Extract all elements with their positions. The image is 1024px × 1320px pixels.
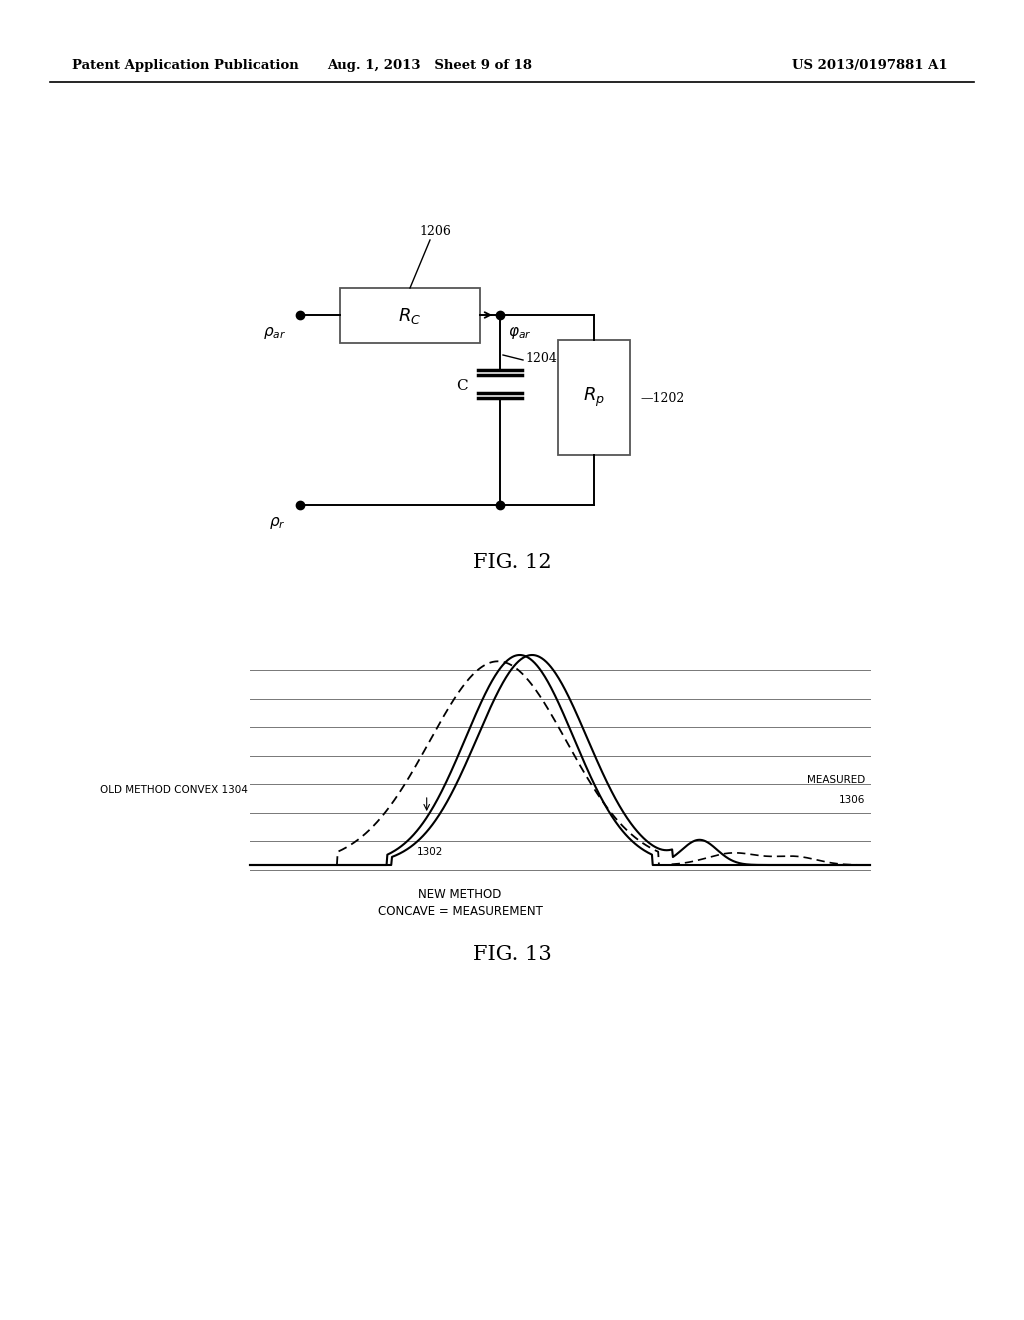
Text: 1306: 1306 [839,795,865,805]
Text: NEW METHOD: NEW METHOD [419,888,502,902]
Text: $R_p$: $R_p$ [583,385,605,409]
Text: $\rho_{ar}$: $\rho_{ar}$ [263,325,286,341]
Text: $\varphi_{ar}$: $\varphi_{ar}$ [508,325,531,341]
Text: Patent Application Publication: Patent Application Publication [72,58,299,71]
Text: Aug. 1, 2013   Sheet 9 of 18: Aug. 1, 2013 Sheet 9 of 18 [328,58,532,71]
Text: FIG. 13: FIG. 13 [473,945,551,965]
Bar [558,341,630,455]
Text: OLD METHOD CONVEX 1304: OLD METHOD CONVEX 1304 [100,785,248,795]
Text: —1202: —1202 [640,392,684,404]
Text: 1302: 1302 [417,847,443,857]
Text: $\rho_{r}$: $\rho_{r}$ [269,515,286,531]
Bar [340,288,480,343]
Text: 1204: 1204 [525,351,557,364]
Text: MEASURED: MEASURED [807,775,865,785]
Text: US 2013/0197881 A1: US 2013/0197881 A1 [793,58,948,71]
Text: 1206: 1206 [419,224,451,238]
Text: CONCAVE = MEASUREMENT: CONCAVE = MEASUREMENT [378,906,543,917]
Text: C: C [457,379,468,392]
Text: $R_C$: $R_C$ [398,305,422,326]
Text: FIG. 12: FIG. 12 [473,553,551,573]
